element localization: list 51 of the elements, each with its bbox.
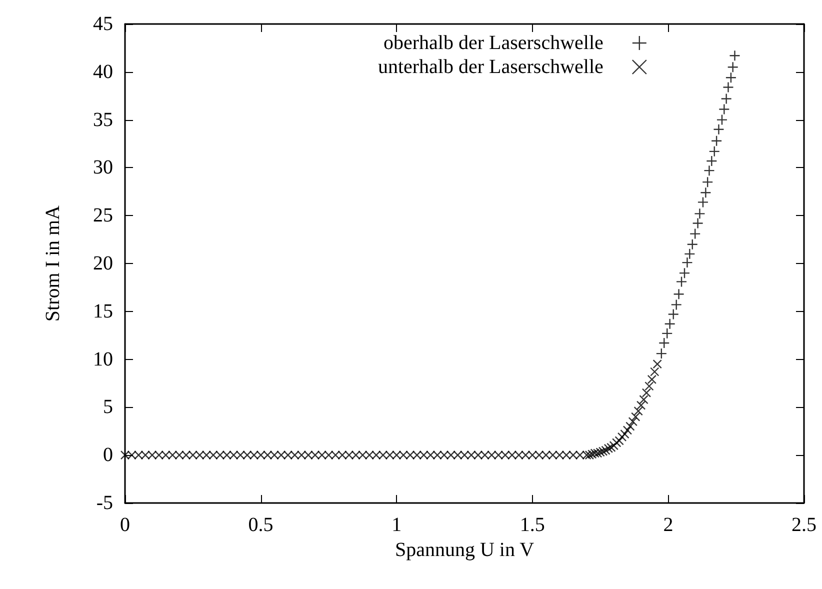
- y-tick-label: 30: [93, 156, 113, 179]
- point: [727, 62, 738, 73]
- y-axis-title: Strom I in mA: [42, 204, 64, 322]
- point: [718, 104, 730, 115]
- x-axis-title: Spannung U in V: [394, 538, 535, 561]
- point: [678, 267, 690, 279]
- legend-label: oberhalb der Laserschwelle: [383, 32, 604, 54]
- point: [664, 318, 676, 330]
- x-tick-label: 0.5: [248, 514, 274, 536]
- point: [713, 124, 724, 135]
- point: [708, 146, 720, 158]
- y-tick-label: 15: [93, 300, 113, 322]
- point: [656, 348, 668, 360]
- x-tick-label: 2: [663, 514, 674, 536]
- point: [700, 187, 712, 198]
- x-tick-label: 0: [120, 514, 130, 536]
- point: [694, 208, 706, 220]
- point: [702, 176, 714, 188]
- point: [682, 256, 693, 268]
- y-tick-label: -5: [96, 492, 113, 514]
- point: [668, 308, 679, 320]
- point: [710, 135, 722, 146]
- point: [673, 288, 684, 300]
- point: [658, 337, 670, 349]
- y-tick-label: 0: [103, 444, 113, 466]
- point: [686, 238, 698, 250]
- point: [729, 50, 740, 62]
- y-tick-label: 35: [93, 108, 113, 131]
- point: [704, 164, 715, 176]
- x-tick-label: 1.5: [520, 514, 545, 536]
- point: [684, 248, 696, 260]
- point: [706, 155, 718, 167]
- y-tick-label: 20: [93, 252, 113, 274]
- point: [662, 328, 673, 340]
- point: [725, 72, 737, 84]
- y-tick-label: 25: [93, 204, 113, 227]
- point: [697, 196, 709, 208]
- y-tick-label: 5: [103, 396, 113, 418]
- point: [670, 299, 682, 310]
- y-tick-label: 40: [93, 60, 113, 83]
- y-tick-label: 45: [93, 13, 113, 35]
- y-tick-label: 10: [93, 348, 113, 370]
- point: [720, 93, 732, 104]
- point: [716, 114, 728, 126]
- point: [722, 82, 734, 93]
- point: [692, 218, 704, 229]
- legend-label: unterhalb der Laserschwelle: [378, 56, 604, 78]
- x-tick-label: 1: [392, 514, 402, 536]
- point: [676, 276, 688, 288]
- x-tick-label: 2.5: [792, 514, 816, 536]
- point: [689, 228, 701, 240]
